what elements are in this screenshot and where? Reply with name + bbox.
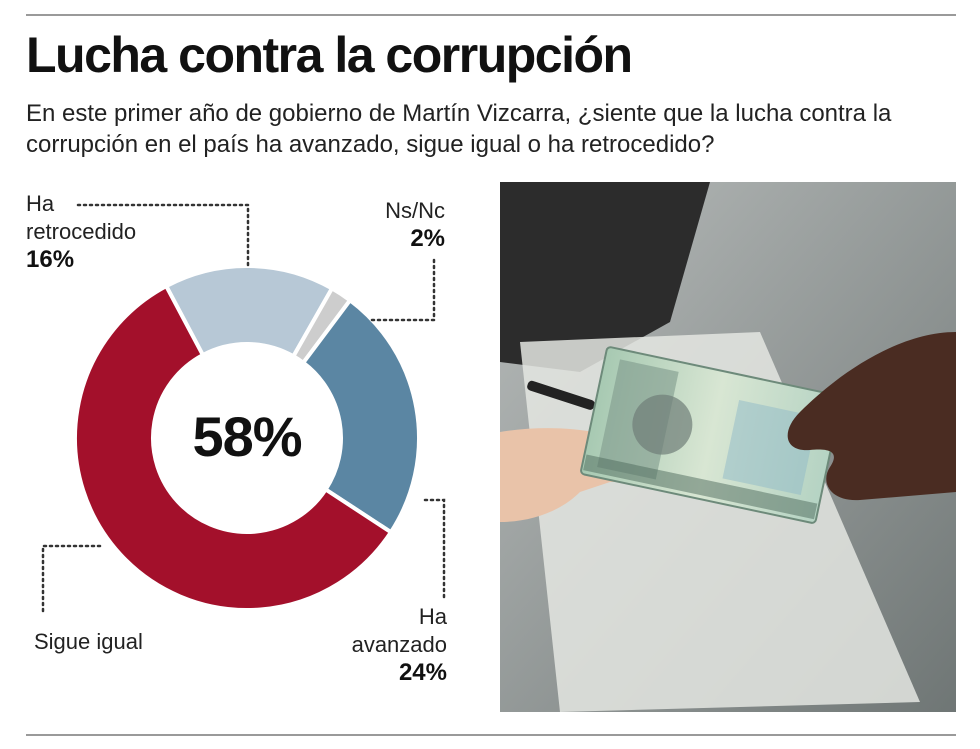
label-nsnc-pct: 2% <box>410 225 445 252</box>
label-retrocedido-line2: retrocedido <box>26 219 137 244</box>
label-nsnc: Ns/Nc 2% <box>350 197 445 253</box>
bribe-photo <box>500 182 956 712</box>
label-avanzado-pct: 24% <box>398 659 447 686</box>
donut-slice-ha-avanzado <box>300 297 421 535</box>
leader-lines <box>41 203 446 614</box>
donut-chart <box>41 203 446 614</box>
chart-title: Lucha contra la corrupción <box>26 27 633 83</box>
label-sigue-igual: Sigue igual <box>34 629 143 654</box>
donut-slices <box>73 264 421 612</box>
leader-line-retrocedido <box>76 203 250 267</box>
chart-subtitle: En este primer año de gobierno de Martín… <box>26 100 892 158</box>
label-nsnc-line1: Ns/Nc <box>385 198 445 223</box>
label-avanzado: Ha avanzado 24% <box>325 603 447 687</box>
label-retrocedido-pct: 16% <box>26 246 75 273</box>
bottom-rule <box>26 734 956 736</box>
label-avanzado-line1: Ha <box>418 604 447 629</box>
donut-slice-sigue-igual <box>73 283 394 612</box>
leader-line-sigue <box>41 544 102 614</box>
leader-line-nsnc <box>370 258 436 322</box>
label-retrocedido: Ha retrocedido 16% <box>26 190 136 274</box>
bribe-photo-illustration <box>500 182 956 712</box>
top-rule <box>26 14 956 16</box>
label-retrocedido-line1: Ha <box>26 191 55 216</box>
leader-line-avanzado <box>423 498 446 602</box>
label-avanzado-line2: avanzado <box>351 632 447 657</box>
donut-center-value: 58% <box>192 405 302 468</box>
